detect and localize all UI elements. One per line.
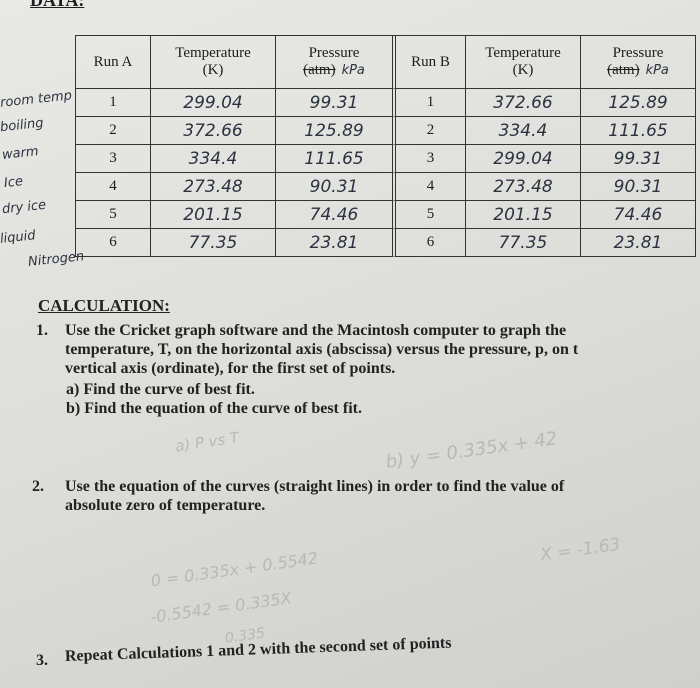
faint-note: a) P vs T: [174, 428, 241, 456]
sub-item: b) Find the equation of the curve of bes…: [66, 400, 362, 417]
header-unit: (atm) kPa: [303, 62, 365, 79]
data-value: 77.35: [151, 229, 276, 257]
header-label: Temperature: [485, 45, 561, 61]
item-number: 3.: [36, 652, 48, 669]
run-index: 4: [76, 173, 151, 201]
header-cell: Temperature (K): [151, 36, 276, 89]
run-index: 1: [396, 89, 466, 117]
data-value: 299.04: [466, 145, 581, 173]
faint-note: 0 = 0.335x + 0.5542: [149, 548, 320, 591]
data-value: 125.89: [581, 89, 696, 117]
margin-note: Ice: [3, 174, 24, 191]
data-value: 111.65: [581, 117, 696, 145]
run-index: 1: [76, 89, 151, 117]
data-value: 372.66: [466, 89, 581, 117]
data-value: 334.4: [466, 117, 581, 145]
unit-correction: kPa: [341, 63, 365, 78]
unit-text: (atm): [303, 62, 336, 78]
header-cell: Run B: [396, 36, 466, 89]
item-text: absolute zero of temperature.: [65, 497, 266, 514]
item-number: 1.: [36, 322, 48, 339]
data-value: 372.66: [151, 117, 276, 145]
data-heading: DATA:: [30, 0, 85, 10]
data-value: 125.89: [276, 117, 396, 145]
margin-note: Nitrogen: [27, 249, 85, 270]
header-cell: Pressure (atm) kPa: [276, 36, 396, 89]
margin-note: room temp: [0, 88, 73, 111]
item-number: 2.: [32, 478, 44, 495]
data-value: 334.4: [151, 145, 276, 173]
header-label: Pressure: [612, 45, 664, 61]
margin-note: boiling: [0, 115, 45, 136]
margin-note: warm: [1, 144, 40, 163]
data-value: 99.31: [581, 145, 696, 173]
faint-note: b) y = 0.335x + 42: [384, 428, 559, 473]
data-value: 273.48: [466, 173, 581, 201]
run-index: 5: [76, 201, 151, 229]
data-value: 111.65: [276, 145, 396, 173]
unit-text: (atm): [607, 62, 640, 78]
item-text: vertical axis (ordinate), for the first …: [65, 360, 396, 377]
item-text: Use the equation of the curves (straight…: [65, 478, 565, 495]
header-label: Run A: [93, 53, 133, 70]
run-index: 2: [76, 117, 151, 145]
run-index: 5: [396, 201, 466, 229]
header-unit: (K): [513, 62, 534, 79]
header-cell: Temperature (K): [466, 36, 581, 89]
item-text: Use the Cricket graph software and the M…: [65, 322, 567, 339]
data-table: Run A Temperature (K) Pressure (atm) kPa Run B…: [75, 35, 696, 257]
faint-note: X = -1.63: [539, 534, 622, 566]
data-value: 77.35: [466, 229, 581, 257]
data-value: 23.81: [581, 229, 696, 257]
header-label: Run B: [411, 53, 450, 70]
data-value: 201.15: [151, 201, 276, 229]
header-cell: Pressure (atm) kPa: [581, 36, 696, 89]
data-value: 201.15: [466, 201, 581, 229]
header-unit: (atm) kPa: [607, 62, 669, 79]
sub-item: a) Find the curve of best fit.: [66, 381, 255, 398]
unit-correction: kPa: [645, 63, 669, 78]
header-label: Temperature: [175, 45, 251, 61]
run-index: 6: [76, 229, 151, 257]
margin-note: liquid: [0, 228, 37, 247]
data-value: 74.46: [581, 201, 696, 229]
header-label: Pressure: [308, 45, 360, 61]
run-index: 3: [396, 145, 466, 173]
header-cell: Run A: [76, 36, 151, 89]
data-value: 273.48: [151, 173, 276, 201]
data-value: 90.31: [581, 173, 696, 201]
header-unit: (K): [203, 62, 224, 79]
data-value: 23.81: [276, 229, 396, 257]
unit-text: (K): [512, 62, 534, 78]
faint-note: -0.5542 = 0.335X: [149, 588, 293, 627]
run-index: 6: [396, 229, 466, 257]
run-index: 4: [396, 173, 466, 201]
run-index: 2: [396, 117, 466, 145]
margin-note: dry ice: [1, 197, 47, 218]
item-text: temperature, T, on the horizontal axis (…: [65, 341, 579, 358]
data-value: 74.46: [276, 201, 396, 229]
data-value: 299.04: [151, 89, 276, 117]
calculation-heading: CALCULATION:: [38, 296, 170, 315]
unit-text: (K): [202, 62, 224, 78]
data-value: 90.31: [276, 173, 396, 201]
data-value: 99.31: [276, 89, 396, 117]
run-index: 3: [76, 145, 151, 173]
